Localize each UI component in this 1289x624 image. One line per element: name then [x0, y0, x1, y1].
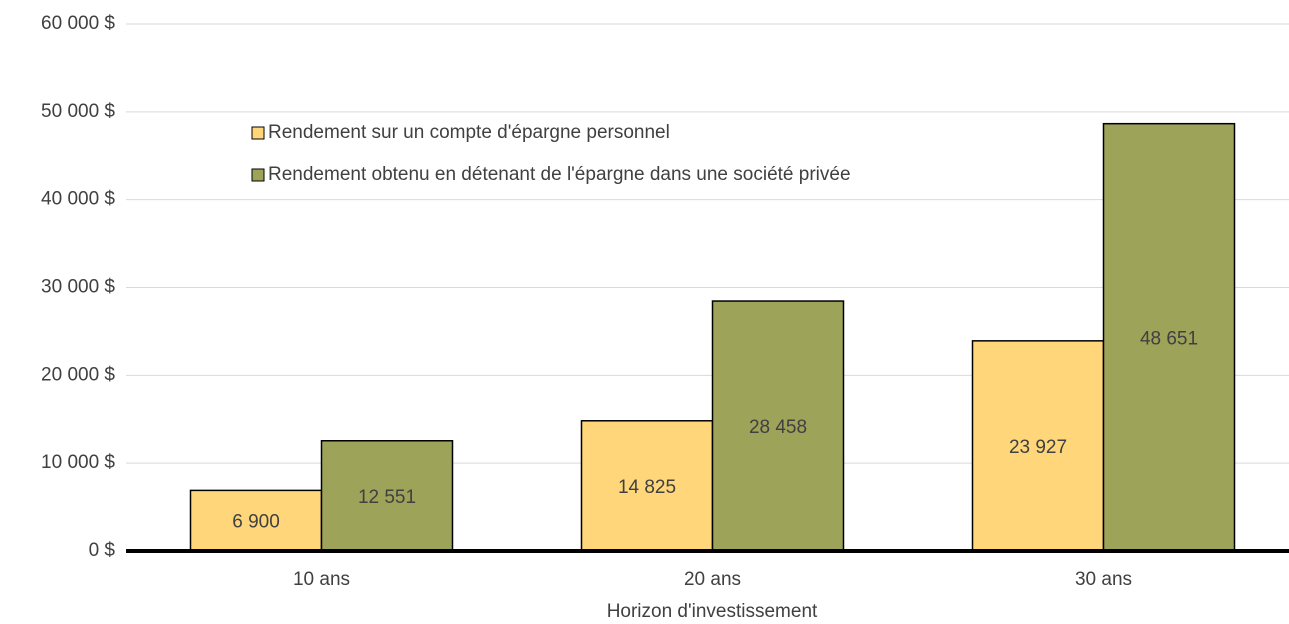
bar	[971, 340, 1105, 552]
y-tick-label: 30 000 $	[41, 277, 115, 298]
data-label: 23 927	[1009, 437, 1067, 458]
data-label: 14 825	[618, 477, 676, 498]
y-tick-label: 40 000 $	[41, 189, 115, 210]
data-label: 12 551	[358, 487, 416, 508]
x-tick-label: 10 ans	[293, 569, 350, 590]
y-tick-label: 0 $	[89, 540, 116, 561]
y-tick-label: 10 000 $	[41, 452, 115, 473]
legend-swatch	[251, 126, 265, 140]
x-tick-label: 30 ans	[1075, 569, 1132, 590]
y-tick-label: 60 000 $	[41, 13, 115, 34]
y-tick-label: 50 000 $	[41, 101, 115, 122]
legend-label: Rendement sur un compte d'épargne person…	[268, 122, 670, 143]
bar	[580, 420, 714, 552]
x-axis-title: Horizon d'investissement	[607, 601, 818, 622]
data-label: 48 651	[1140, 328, 1198, 349]
y-tick-label: 20 000 $	[41, 364, 115, 385]
x-tick-label: 20 ans	[684, 569, 741, 590]
legend-swatch	[251, 168, 265, 182]
bar	[711, 300, 845, 552]
bar	[1102, 122, 1236, 552]
legend-label: Rendement obtenu en détenant de l'épargn…	[268, 164, 851, 185]
data-label: 28 458	[749, 417, 807, 438]
data-label: 6 900	[232, 512, 280, 533]
bar	[320, 440, 454, 552]
